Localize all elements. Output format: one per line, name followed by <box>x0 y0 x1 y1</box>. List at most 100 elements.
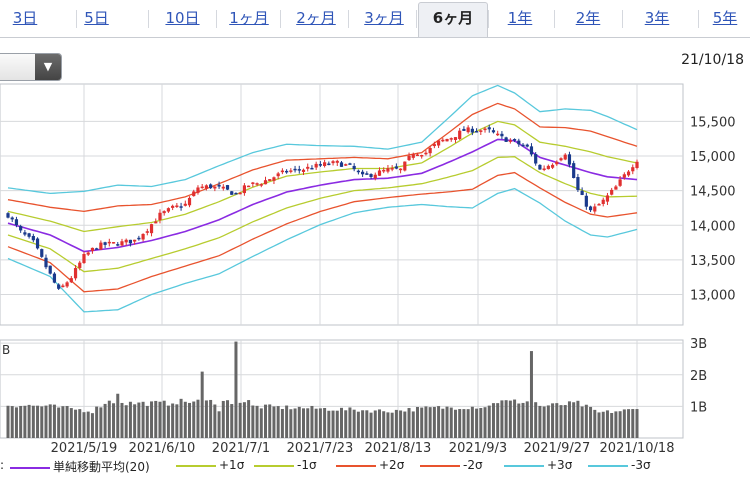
volume-bar <box>209 399 213 438</box>
candle-body <box>420 155 424 157</box>
tab-9[interactable]: 3年 <box>644 9 670 27</box>
volume-bar <box>124 405 128 438</box>
volume-bar <box>475 408 479 438</box>
candle-body <box>356 170 360 173</box>
volume-bar <box>196 399 200 438</box>
candle-body <box>221 186 225 189</box>
candle-body <box>86 252 90 255</box>
volume-bar <box>36 405 40 438</box>
volume-bar <box>14 407 18 438</box>
tab-7[interactable]: 1年 <box>507 9 533 27</box>
tab-2[interactable]: 10日 <box>165 9 200 27</box>
volume-bar <box>145 405 149 438</box>
legend-label: +2σ <box>379 458 405 472</box>
candle-body <box>35 238 40 249</box>
volume-bar <box>327 410 331 438</box>
volume-bar <box>238 402 242 438</box>
legend-label: +3σ <box>547 458 573 472</box>
candle-body <box>234 192 238 195</box>
tab-1[interactable]: 5日 <box>84 9 109 27</box>
volume-bar <box>428 407 432 438</box>
legend-swatch <box>504 464 544 467</box>
volume-tick-label: 1B <box>690 400 707 415</box>
volume-bar <box>605 410 609 438</box>
volume-bar <box>394 409 398 438</box>
candle-body <box>158 212 162 221</box>
candle-body <box>453 137 458 140</box>
candle-body <box>137 237 141 240</box>
candle-body <box>445 138 449 142</box>
tab-3[interactable]: 1ヶ月 <box>229 9 269 27</box>
volume-bar <box>128 401 132 438</box>
volume-bar <box>352 409 356 438</box>
candle-body <box>508 140 512 142</box>
chevron-down-icon[interactable]: ▼ <box>35 54 61 80</box>
candle-body <box>107 241 111 244</box>
candle-body <box>225 185 230 190</box>
tab-10[interactable]: 5年 <box>712 9 738 27</box>
indicator-select[interactable]: ▼ <box>0 53 62 81</box>
candle-body <box>491 130 496 133</box>
candle-body <box>52 273 57 283</box>
volume-bar <box>48 404 52 438</box>
legend-label: 単純移動平均(20) <box>53 460 150 474</box>
candle-body <box>200 186 204 189</box>
tabs-baseline <box>0 37 750 38</box>
candle-body <box>496 133 500 136</box>
volume-bar <box>297 406 301 438</box>
volume-bar <box>601 411 605 438</box>
band-line <box>7 156 638 273</box>
volume-bar <box>318 408 322 438</box>
legend-lead: : <box>0 458 5 472</box>
candle-body <box>263 180 268 185</box>
candle-body <box>285 170 289 173</box>
candle-body <box>424 152 428 155</box>
period-tabs: 3日 5日 10日 1ヶ月 2ヶ月 3ヶ月 6ヶ月 1年 2年 3年 5年 <box>0 0 750 38</box>
volume-bar <box>40 406 44 438</box>
candle-body <box>352 165 356 170</box>
volume-bar <box>280 408 284 438</box>
tab-0[interactable]: 3日 <box>12 9 38 27</box>
candle-body <box>187 197 192 206</box>
tab-5[interactable]: 3ヶ月 <box>364 9 404 27</box>
candle-body <box>631 167 635 172</box>
candle-body <box>318 164 322 166</box>
candle-body <box>563 154 567 160</box>
volume-bar <box>551 403 555 438</box>
volume-bar <box>449 407 453 438</box>
volume-bar <box>306 408 310 438</box>
volume-bar <box>415 406 419 438</box>
tab-6[interactable]: 6ヶ月 <box>418 2 488 37</box>
candle-body <box>204 185 209 189</box>
candle-body <box>483 128 487 131</box>
candle-body <box>407 155 411 161</box>
candle-body <box>331 161 335 164</box>
candle-body <box>512 139 517 141</box>
tab-separator <box>622 10 623 28</box>
volume-bar <box>504 400 508 438</box>
candle-body <box>449 138 453 140</box>
candle-body <box>593 206 597 212</box>
candle-body <box>559 158 563 161</box>
candle-body <box>183 203 187 206</box>
candle-body <box>293 168 297 171</box>
candle-body <box>192 191 196 197</box>
tab-8[interactable]: 2年 <box>575 9 601 27</box>
volume-bar <box>627 409 631 438</box>
tab-4[interactable]: 2ヶ月 <box>296 9 336 27</box>
volume-bar <box>538 405 542 438</box>
candle-body <box>314 163 318 168</box>
volume-bar <box>508 400 512 438</box>
x-tick-label: 2021/8/13 <box>365 441 432 455</box>
candle-body <box>276 173 280 177</box>
volume-bar <box>74 409 78 438</box>
candle-body <box>601 199 605 204</box>
volume-bar <box>120 402 124 438</box>
legend-label: -2σ <box>463 458 483 472</box>
candle-body <box>555 161 559 165</box>
volume-bar <box>251 405 255 438</box>
volume-bar <box>188 402 192 438</box>
candle-body <box>550 164 555 168</box>
volume-bar <box>432 406 436 438</box>
volume-bar <box>344 410 348 438</box>
